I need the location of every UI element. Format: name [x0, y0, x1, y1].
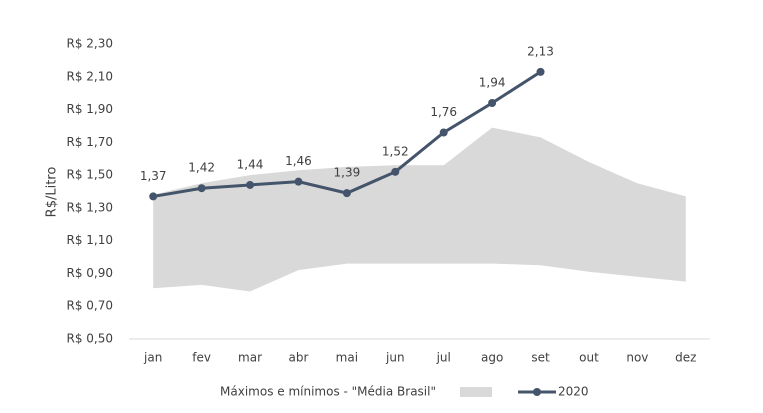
point [488, 99, 497, 107]
data-label: 2,13 [527, 44, 554, 58]
y-axis-label: R$/Litro [45, 167, 60, 218]
x-tick-label: abr [289, 351, 309, 365]
y-tick-label: R$ 0,90 [66, 266, 113, 280]
x-tick-label: fev [192, 351, 211, 365]
data-label: 1,52 [382, 144, 409, 158]
point [246, 180, 255, 189]
y-tick-label: R$ 1,90 [66, 102, 113, 116]
range-band [153, 127, 686, 292]
x-tick-label: jan [143, 351, 162, 365]
y-tick-label: R$ 0,50 [66, 332, 113, 346]
point [149, 192, 158, 201]
data-label: 1,76 [430, 105, 457, 119]
data-label: 1,46 [285, 154, 312, 168]
y-tick-label: R$ 1,30 [66, 200, 113, 214]
data-label: 1,39 [334, 166, 361, 180]
legend-swatch [460, 387, 492, 397]
data-label: 1,44 [237, 157, 264, 171]
data-label: 1,37 [140, 169, 167, 183]
y-tick-label: R$ 2,10 [66, 69, 113, 83]
x-tick-label: ago [481, 351, 503, 365]
legend-marker [533, 388, 541, 396]
point [342, 189, 351, 198]
data-label: 1,42 [188, 161, 215, 175]
point [391, 167, 400, 176]
point [439, 128, 448, 137]
point [197, 184, 206, 193]
x-tick-label: set [531, 351, 550, 365]
x-tick-label: mar [238, 351, 262, 365]
data-label: 1,94 [479, 76, 506, 90]
x-tick-label: mai [336, 351, 358, 365]
y-tick-label: R$ 2,30 [66, 37, 113, 51]
point [294, 177, 303, 186]
point [536, 67, 545, 76]
x-tick-label: jun [385, 351, 405, 365]
y-tick-label: R$ 1,50 [66, 168, 113, 182]
x-tick-label: nov [626, 351, 648, 365]
y-tick-label: R$ 1,10 [66, 233, 113, 247]
x-tick-label: dez [675, 351, 696, 365]
y-tick-label: R$ 1,70 [66, 135, 113, 149]
y-tick-label: R$ 0,70 [66, 299, 113, 313]
legend-label: 2020 [558, 385, 589, 399]
x-tick-label: out [579, 351, 599, 365]
legend-label: Máximos e mínimos - "Média Brasil" [220, 385, 436, 399]
x-tick-label: jul [436, 351, 451, 365]
